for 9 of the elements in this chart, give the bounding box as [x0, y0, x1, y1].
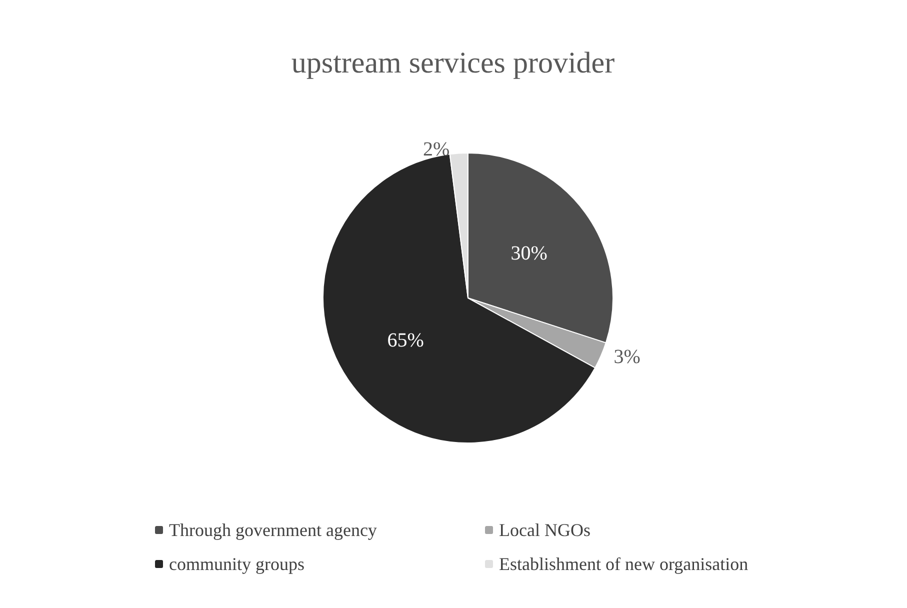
- data-label: 2%: [422, 138, 450, 160]
- legend-label: Establishment of new organisation: [499, 554, 748, 574]
- data-label: 65%: [387, 329, 424, 352]
- legend-label: Local NGOs: [499, 520, 590, 540]
- legend-label: Through government agency: [169, 520, 377, 540]
- data-label: 3%: [614, 346, 640, 368]
- chart-title: upstream services provider: [291, 46, 615, 80]
- data-label: 30%: [510, 242, 548, 265]
- legend-label: community groups: [169, 554, 304, 574]
